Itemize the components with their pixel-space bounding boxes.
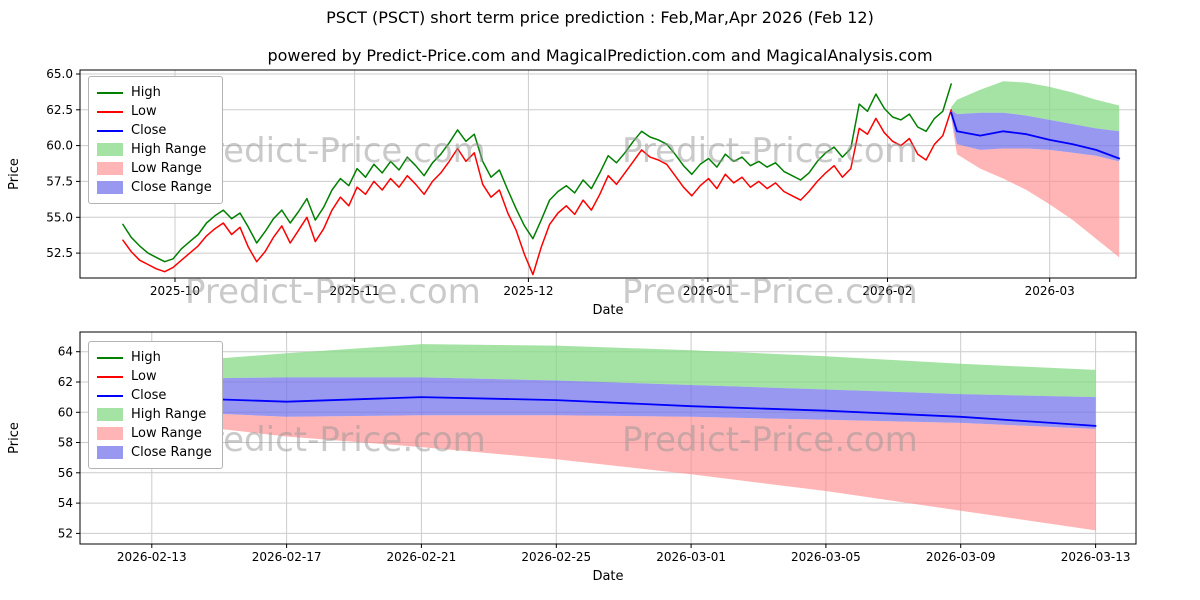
legend-item-low: Low [97, 102, 212, 121]
high-range-band [118, 344, 1096, 398]
legend-label: High [131, 350, 161, 365]
y-tick-label: 54 [58, 496, 73, 510]
legend-label: Close [131, 123, 167, 138]
x-tick-label: 2026-02-13 [117, 550, 187, 564]
x-tick-label: 2026-03-13 [1061, 550, 1131, 564]
y-axis-label: Price [7, 158, 22, 190]
legend-label: Close Range [131, 180, 212, 195]
high-range-band [951, 81, 1120, 132]
top-price-chart: 2025-10 2025-11 2025-12 2026-01 2026-02 2026-… [7, 67, 1137, 318]
legend-label: High Range [131, 407, 207, 422]
legend-item-high: High [97, 83, 212, 102]
close-prediction-line [950, 111, 1121, 160]
low-range-band [951, 115, 1120, 258]
low-line [122, 109, 952, 276]
y-tick-label: 64 [58, 345, 73, 359]
high-swatch-icon [97, 356, 123, 359]
legend-label: Low [131, 369, 157, 384]
x-tick-label: 2026-03-01 [656, 550, 726, 564]
close-range-swatch-icon [97, 446, 123, 459]
y-tick-label: 62 [58, 375, 73, 389]
close-swatch-icon [97, 129, 123, 132]
x-axis-label: Date [592, 303, 623, 318]
low-range-swatch-icon [97, 427, 123, 440]
y-tick-label: 58 [58, 436, 73, 450]
legend-label: Low Range [131, 161, 202, 176]
y-tick-label: 52 [58, 526, 73, 540]
x-tick-label: 2026-02-21 [387, 550, 457, 564]
high-line [122, 83, 952, 263]
x-tick-label: 2025-11 [330, 284, 380, 298]
legend-item-close-range: Close Range [97, 178, 212, 197]
legend-item-low-range: Low Range [97, 159, 212, 178]
y-tick-label: 62.5 [46, 103, 73, 117]
top-chart-legend: High Low Close High Range Low Range Close Ran… [88, 76, 223, 204]
y-tick-label: 52.5 [46, 246, 73, 260]
x-tick-label: 2026-02-17 [252, 550, 322, 564]
plot-frame [79, 331, 1137, 545]
low-swatch-icon [97, 110, 123, 113]
page-title: PSCT (PSCT) short term price prediction … [326, 8, 874, 27]
low-range-swatch-icon [97, 162, 123, 175]
x-axis-label: Date [592, 569, 623, 584]
high-range-swatch-icon [97, 408, 123, 421]
high-range-swatch-icon [97, 143, 123, 156]
y-tick-label: 57.5 [46, 174, 73, 188]
legend-item-close: Close [97, 121, 212, 140]
legend-label: High Range [131, 142, 207, 157]
legend-item-high-range: High Range [97, 405, 212, 424]
x-tick-label: 2026-01 [683, 284, 733, 298]
high-swatch-icon [97, 91, 123, 94]
y-tick-label: 55.0 [46, 210, 73, 224]
y-tick-label: 56 [58, 466, 73, 480]
close-range-swatch-icon [97, 181, 123, 194]
x-tick-label: 2026-03 [1025, 284, 1075, 298]
legend-item-low-range: Low Range [97, 424, 212, 443]
legend-label: High [131, 85, 161, 100]
y-tick-label: 65.0 [46, 67, 73, 81]
legend-item-close-range: Close Range [97, 443, 212, 462]
legend-item-high-range: High Range [97, 140, 212, 159]
low-swatch-icon [97, 375, 123, 378]
legend-label: Low Range [131, 426, 202, 441]
x-tick-label: 2026-03-09 [926, 550, 996, 564]
x-tick-label: 2025-12 [503, 284, 553, 298]
plot-frame [79, 69, 1137, 279]
x-tick-label: 2025-10 [150, 284, 200, 298]
y-tick-label: 60.0 [46, 139, 73, 153]
low-range-band [118, 380, 1096, 531]
legend-label: Close Range [131, 445, 212, 460]
close-swatch-icon [97, 394, 123, 397]
bottom-chart-legend: High Low Close High Range Low Range Close Ran… [88, 341, 223, 469]
bottom-prediction-chart: 2026-02-13 2026-02-17 2026-02-21 2026-02-25… [7, 331, 1137, 584]
x-tick-label: 2026-02 [862, 284, 912, 298]
y-tick-label: 60 [58, 405, 73, 419]
x-tick-label: 2026-02-25 [521, 550, 591, 564]
legend-item-close: Close [97, 386, 212, 405]
legend-label: Close [131, 388, 167, 403]
y-axis-label: Price [7, 422, 22, 454]
x-tick-label: 2026-03-05 [791, 550, 861, 564]
page-subtitle: powered by Predict-Price.com and Magical… [267, 46, 933, 65]
legend-item-low: Low [97, 367, 212, 386]
legend-item-high: High [97, 348, 212, 367]
legend-label: Low [131, 104, 157, 119]
